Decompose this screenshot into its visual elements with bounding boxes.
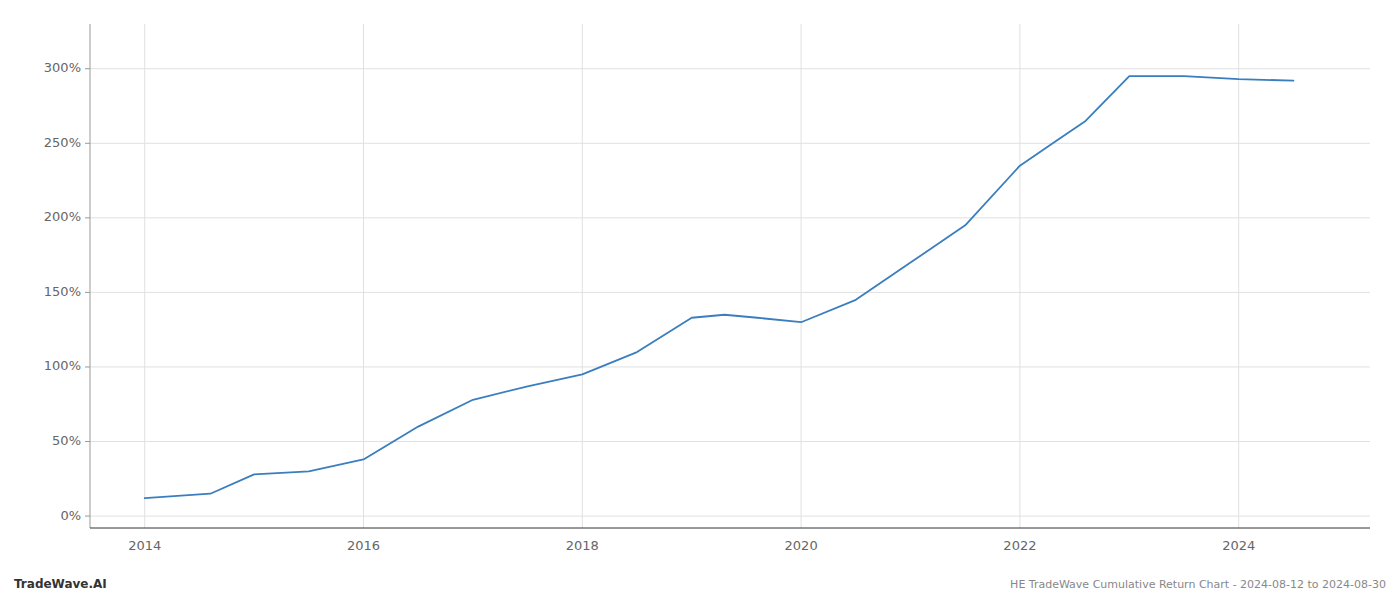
x-tick-label: 2014 (128, 538, 161, 553)
axes: 0% 50% 100% 150% 200% 250% 300% 2014 2016 2018 202… (44, 24, 1370, 553)
watermark: TradeWave.AI (14, 577, 107, 591)
line (145, 76, 1294, 498)
y-tick-label: 200% (44, 209, 81, 224)
y-grid-line (90, 441, 1370, 442)
x-grid-line (1019, 24, 1020, 528)
x-tick-label: 2024 (1222, 538, 1255, 553)
y-tick (85, 68, 90, 69)
y-tick (85, 441, 90, 442)
y-tick (85, 292, 90, 293)
x-grid-line (363, 24, 364, 528)
y-tick-label: 150% (44, 284, 81, 299)
title: HE TradeWave Cumulative Return Chart - 2… (1010, 578, 1386, 591)
y-tick (85, 366, 90, 367)
y-grid-line (90, 68, 1370, 69)
y-tick-label: 50% (52, 433, 81, 448)
y-tick-label: 0% (60, 508, 81, 523)
y-grid-line (90, 366, 1370, 367)
y-tick (85, 143, 90, 144)
y-grid-line (90, 217, 1370, 218)
x-tick-label: 2018 (566, 538, 599, 553)
x-axis-line (90, 528, 1370, 529)
x-grid-line (1238, 24, 1239, 528)
x-tick-label: 2020 (785, 538, 818, 553)
page: {"chart_data": {"type": "line", "title":… (0, 0, 1400, 600)
x-grid-line (144, 24, 145, 528)
y-grid-line (90, 143, 1370, 144)
y-tick (85, 217, 90, 218)
y-grid-line (90, 292, 1370, 293)
grid (90, 24, 1370, 528)
x-tick-label: 2022 (1003, 538, 1036, 553)
y-tick (85, 516, 90, 517)
series (145, 76, 1294, 498)
y-grid-line (90, 516, 1370, 517)
y-tick-label: 300% (44, 60, 81, 75)
y-tick-label: 250% (44, 135, 81, 150)
y-tick-label: 100% (44, 358, 81, 373)
x-grid-line (582, 24, 583, 528)
chart: 0% 50% 100% 150% 200% 250% 300% 2014 2016 2018 202… (0, 0, 1400, 600)
y-axis-line (90, 24, 91, 528)
footer: TradeWave.AI HE TradeWave Cumulative Retu… (14, 577, 1386, 591)
x-grid-line (801, 24, 802, 528)
x-tick-label: 2016 (347, 538, 380, 553)
